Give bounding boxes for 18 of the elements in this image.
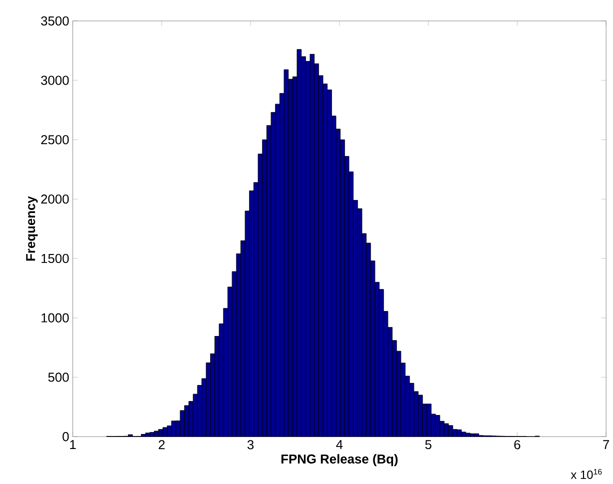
x-tick-label: 7	[603, 440, 610, 449]
x-axis-title: FPNG Release (Bq)	[281, 454, 398, 466]
y-tick-label: 3500	[41, 16, 69, 26]
x-tick-label: 6	[514, 440, 520, 450]
y-tick-label: 0	[62, 432, 69, 441]
x-tick-label: 3	[247, 440, 254, 450]
y-tick-label: 2000	[41, 194, 69, 204]
x-tick-label: 5	[425, 440, 432, 449]
y-tick-label: 1000	[42, 313, 69, 322]
y-axis-title: Frequency	[26, 196, 38, 260]
x-tick-label: 1	[70, 440, 76, 449]
y-tick-label: 500	[48, 372, 69, 382]
text: x 10$^{16}$	[570, 468, 602, 479]
y-tick-label: 3000	[41, 76, 69, 85]
x-tick-label: 4	[336, 440, 343, 449]
x-tick-label: 2	[158, 440, 165, 449]
y-tick-label: 2500	[41, 134, 69, 144]
y-tick-label: 1500	[42, 254, 69, 263]
